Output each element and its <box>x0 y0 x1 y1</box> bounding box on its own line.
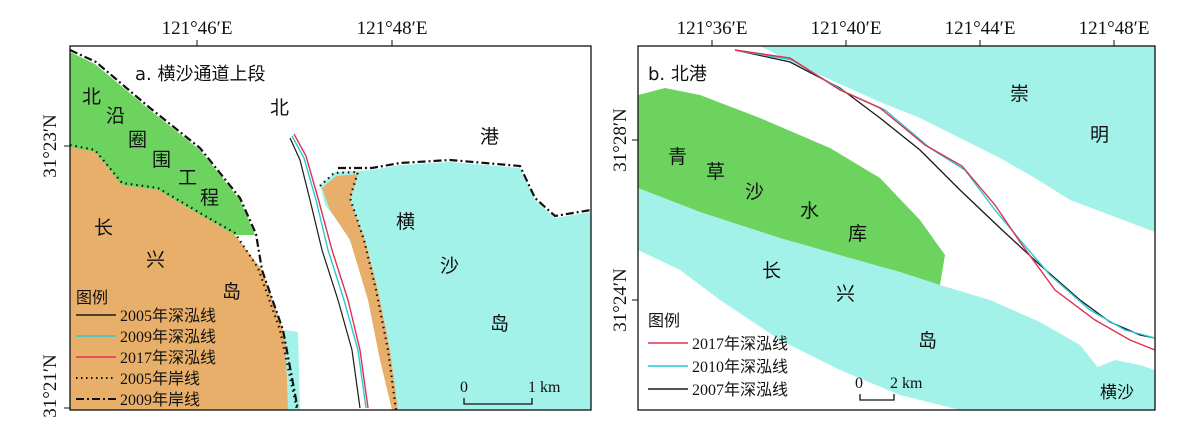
panel-b-chongming <box>760 46 1155 232</box>
panel-a-legend-title: 图例 <box>76 288 108 307</box>
panel-b-top-tick-label: 121°44′E <box>945 18 1016 39</box>
panel-a-shoreline-2009 <box>69 49 300 411</box>
panel-a-shoreline-2005 <box>69 143 299 411</box>
panel-b-label-changxing: 长 <box>762 260 781 282</box>
panel-b-label-changxing: 岛 <box>918 330 937 352</box>
panel-a-changxing-island <box>70 147 300 410</box>
panel-a-label-reclaim: 沿 <box>106 105 125 127</box>
panel-a-label-hengsha: 横 <box>396 211 415 233</box>
panel-a-title: a. 横沙通道上段 <box>135 64 265 85</box>
panel-a-scale-end: 1 km <box>528 379 561 396</box>
panel-a-label-reclaim: 圈 <box>128 129 147 151</box>
panel-b-thalweg-2017 <box>734 49 1156 351</box>
panel-b-label-qingcaosha: 库 <box>848 223 867 245</box>
panel-b-legend-title: 图例 <box>648 311 680 330</box>
panel-a-legend-label: 2009年岸线 <box>120 391 200 409</box>
panel-b-frame <box>637 45 1156 411</box>
panel-b-legend-label: 2007年深泓线 <box>692 381 788 399</box>
panel-a-label-hengsha: 沙 <box>440 255 459 277</box>
panel-a-label-hengsha: 岛 <box>490 313 509 335</box>
panel-b-thalweg-2010 <box>734 49 1156 339</box>
panel-a-shoreline-2009-hengsha <box>338 158 592 218</box>
panel-b-qingcaosha <box>638 88 945 285</box>
panel-a-hengsha-tan <box>322 174 398 410</box>
panel-b-changxing <box>638 188 1110 410</box>
panel-a-label-reclaim: 工 <box>178 167 197 189</box>
panel-a-scale-zero: 0 <box>460 379 468 396</box>
panel-a-label-changxing: 长 <box>94 217 113 239</box>
panel-b: 121°36′E 121°40′E 121°44′E 121°48′E 31°2… <box>610 18 1156 411</box>
panel-a-legend-label: 2017年深泓线 <box>120 349 216 367</box>
panel-a-scale-bar-line <box>463 398 533 405</box>
panel-a-label-reclaim: 围 <box>152 149 171 171</box>
panel-a-thalweg-2017 <box>293 133 369 409</box>
panel-b-label-qingcaosha: 草 <box>706 161 725 183</box>
panel-b-scale-zero: 0 <box>855 375 863 392</box>
panel-b-scale-bar-line <box>859 394 895 401</box>
panel-b-label-chongming: 崇 <box>1010 83 1029 105</box>
panel-b-title: b. 北港 <box>648 64 707 85</box>
panel-a-label-changxing: 岛 <box>222 281 241 303</box>
panel-a-legend-label: 2009年深泓线 <box>120 328 216 346</box>
panel-b-top-tick-label: 121°48′E <box>1079 18 1150 39</box>
panel-b-legend: 图例 2017年深泓线 2010年深泓线 2007年深泓线 <box>648 311 788 399</box>
panel-b-label-hengsha: 横沙 <box>1100 383 1134 403</box>
panel-b-label-qingcaosha: 青 <box>668 146 687 168</box>
panel-b-left-tick-label: 31°28′N <box>610 108 631 172</box>
panel-b-scale-bar: 0 2 km <box>855 375 923 401</box>
panel-a-thalweg-2005 <box>289 137 361 409</box>
panel-b-top-tick-label: 121°40′E <box>811 18 882 39</box>
panel-b-left-tick-label: 31°24′N <box>610 268 631 332</box>
panel-a-label-reclaim: 北 <box>82 86 101 108</box>
panel-b-legend-label: 2010年深泓线 <box>692 358 788 376</box>
panel-b-label-qingcaosha: 沙 <box>745 181 764 203</box>
panel-a-legend: 图例 2005年深泓线 2009年深泓线 2017年深泓线 2005年岸线 20… <box>76 288 216 409</box>
panel-a-legend-label: 2005年深泓线 <box>120 307 216 325</box>
panel-a-label-changxing: 兴 <box>146 249 165 271</box>
panel-b-label-qingcaosha: 水 <box>800 200 819 222</box>
panel-b-scale-end: 2 km <box>890 375 923 392</box>
panel-a-shoreline-2005-hengsha <box>319 170 398 411</box>
panel-a: 121°46′E 121°48′E 31°23′N 31°21′N a. 横沙通… <box>40 18 592 418</box>
panel-a-reclaimed-area <box>70 52 255 235</box>
panel-a-left-tick-label: 31°21′N <box>40 354 61 418</box>
panel-b-label-chongming: 明 <box>1090 124 1109 146</box>
panel-a-left-tick-label: 31°23′N <box>40 114 61 178</box>
panel-a-cyan-patch <box>285 330 300 410</box>
panel-a-label-reclaim: 程 <box>200 187 219 209</box>
panel-b-hengsha <box>1090 360 1155 410</box>
panel-b-top-tick-label: 121°36′E <box>677 18 748 39</box>
panel-a-thalweg-2009 <box>291 135 367 409</box>
panel-a-top-tick-label: 121°48′E <box>357 18 428 39</box>
panel-a-scale-bar: 0 1 km <box>460 379 561 405</box>
panel-a-frame <box>69 45 592 411</box>
panel-a-legend-label: 2005年岸线 <box>120 370 200 388</box>
panel-a-top-tick-label: 121°46′E <box>162 18 233 39</box>
panel-b-label-changxing: 兴 <box>836 283 855 305</box>
panel-a-label-channel: 港 <box>480 126 499 148</box>
panel-b-legend-label: 2017年深泓线 <box>692 335 788 353</box>
panel-a-label-channel: 北 <box>270 97 289 119</box>
